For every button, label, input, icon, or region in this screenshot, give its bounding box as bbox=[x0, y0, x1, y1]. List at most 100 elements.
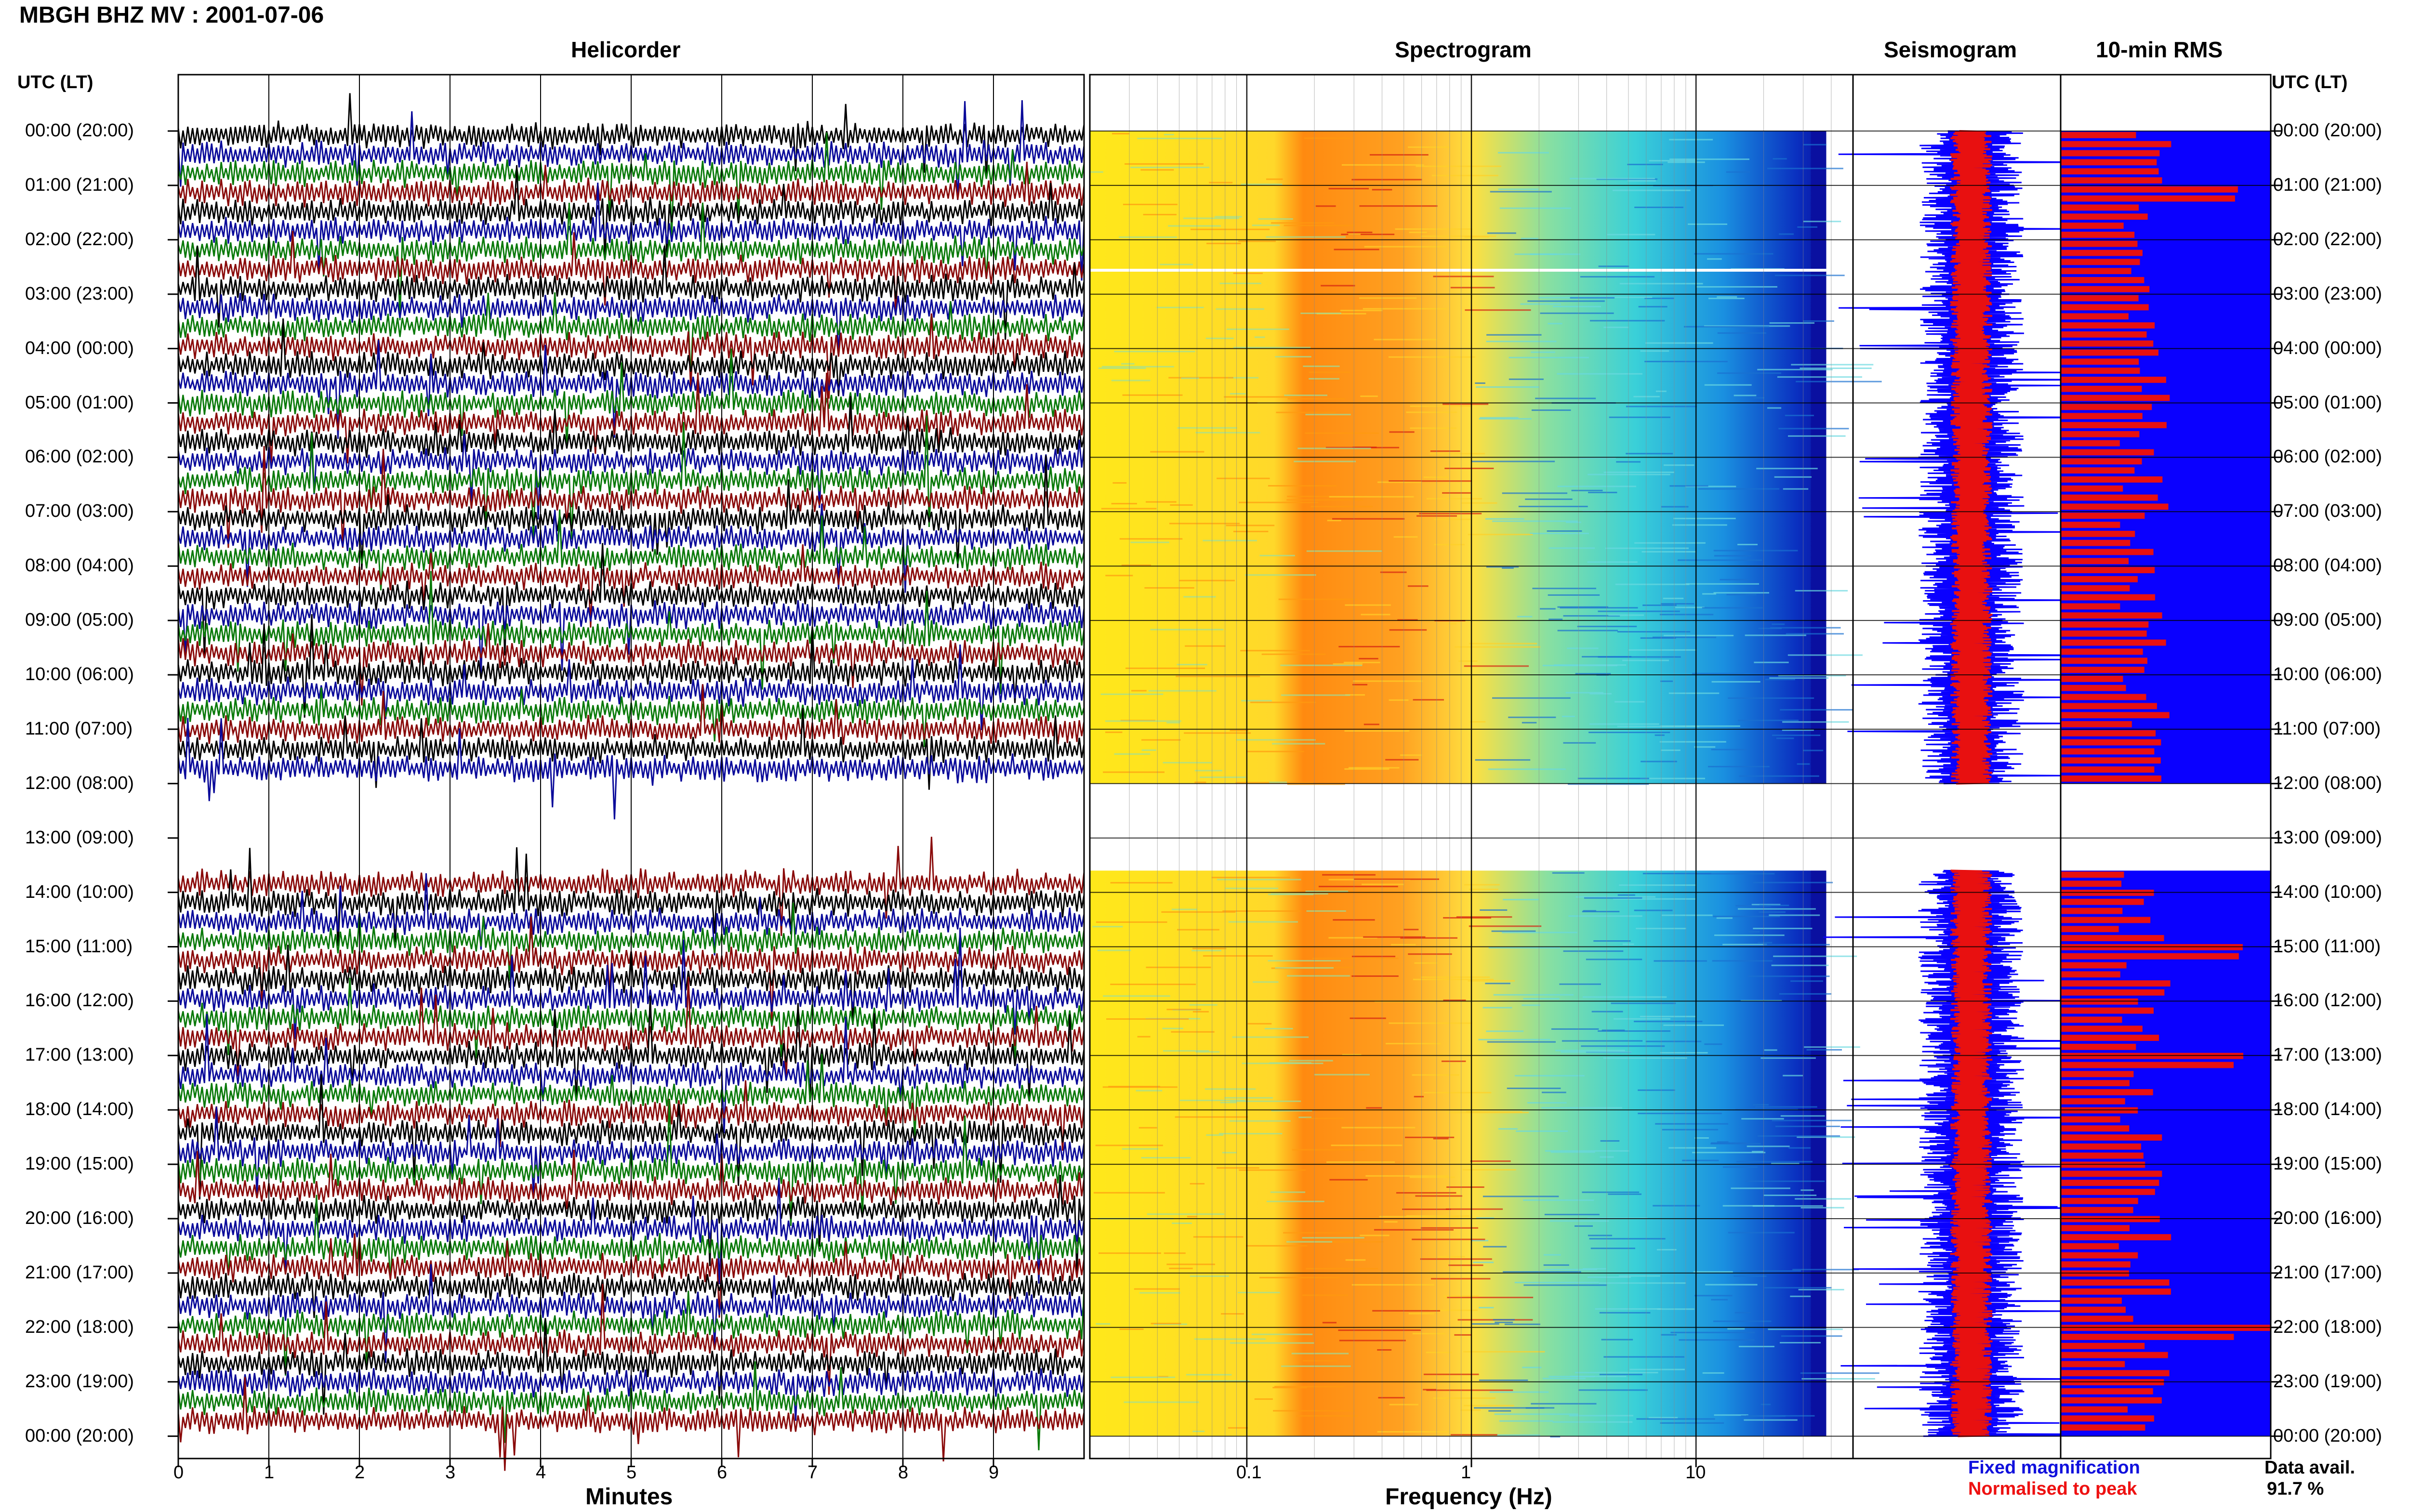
spectrogram-streak bbox=[1787, 654, 1863, 656]
rms-bar bbox=[2061, 1089, 2153, 1095]
spectrogram-streak bbox=[1774, 275, 1845, 276]
spectrogram-streak bbox=[1778, 675, 1846, 677]
rms-bar bbox=[2061, 358, 2139, 365]
hour-label-right: 00:00 (20:00) bbox=[2273, 120, 2383, 141]
spectrogram-streak bbox=[1575, 1372, 1658, 1374]
spectrogram-streak bbox=[1609, 416, 1670, 418]
spectrogram-streak bbox=[1410, 405, 1472, 407]
spectrogram-streak bbox=[1479, 418, 1532, 420]
spectrogram-streak bbox=[1638, 306, 1668, 308]
spectrogram-streak bbox=[1804, 1046, 1860, 1048]
spectrogram-streak bbox=[1599, 1374, 1643, 1376]
rms-bar bbox=[2061, 494, 2158, 501]
spectrogram-streak bbox=[1797, 226, 1818, 228]
spectrogram-streak bbox=[1281, 694, 1350, 696]
spectrogram-streak bbox=[1771, 1162, 1800, 1164]
rms-bar bbox=[2061, 485, 2123, 492]
seismogram-fixed-trace bbox=[1823, 869, 2125, 1437]
rms-bar bbox=[2061, 953, 2239, 960]
spectrogram-streak bbox=[1790, 1295, 1811, 1297]
spectrogram-streak bbox=[1773, 955, 1857, 957]
spectrogram-streak bbox=[1407, 585, 1429, 587]
rms-bar bbox=[2061, 467, 2135, 474]
spectrogram-streak bbox=[1727, 1328, 1745, 1330]
rms-bar bbox=[2061, 730, 2156, 736]
spectrogram-streak bbox=[1801, 1378, 1875, 1380]
spectrogram-streak bbox=[1530, 533, 1589, 535]
seismogram-title: Seismogram bbox=[1884, 37, 2017, 62]
spectrogram-streak bbox=[1258, 218, 1293, 220]
spectrogram-streak bbox=[1717, 1141, 1729, 1143]
rms-bar bbox=[2061, 1252, 2138, 1259]
rms-bar bbox=[2061, 881, 2122, 887]
rms-bar bbox=[2061, 322, 2155, 329]
spectrogram-streak bbox=[1408, 146, 1450, 148]
spectrogram-streak bbox=[1759, 905, 1789, 907]
spectrogram-streak bbox=[1466, 1111, 1522, 1113]
spectrogram-streak bbox=[1615, 583, 1690, 585]
spectrogram-streak bbox=[1187, 1216, 1198, 1218]
spectrogram-streak bbox=[1713, 916, 1780, 918]
spectrogram-streak bbox=[1547, 530, 1582, 532]
spectrogram-streak bbox=[1233, 346, 1311, 348]
spectrogram-streak bbox=[1548, 594, 1600, 596]
spectrogram-streak bbox=[1151, 1323, 1181, 1325]
spectrogram-streak bbox=[1629, 1368, 1685, 1370]
spectrogram-streak bbox=[1111, 503, 1137, 505]
spectrogram-streak bbox=[1238, 240, 1276, 242]
rms-bar bbox=[2061, 1397, 2162, 1404]
spectrogram-streak bbox=[1250, 701, 1316, 703]
spectrogram-streak bbox=[1603, 471, 1674, 473]
spectrogram-streak bbox=[1164, 1252, 1186, 1254]
rms-bar bbox=[2061, 621, 2149, 628]
spectrogram-streak bbox=[1661, 506, 1689, 508]
spectrogram-streak bbox=[1347, 231, 1373, 233]
spectrogram-streak bbox=[1429, 1309, 1478, 1311]
rms-bar bbox=[2061, 1225, 2130, 1232]
spectrogram-streak bbox=[1726, 171, 1750, 173]
spectrogram-streak bbox=[1508, 716, 1556, 718]
minute-tick-label: 0 bbox=[173, 1462, 184, 1483]
spectrogram-streak bbox=[1645, 1040, 1702, 1042]
spectrogram-streak bbox=[1413, 699, 1444, 701]
spectrogram-streak bbox=[1298, 1117, 1311, 1118]
spectrogram-streak bbox=[1736, 1161, 1813, 1163]
spectrogram-streak bbox=[1565, 692, 1603, 694]
spectrogram-streak bbox=[1211, 877, 1290, 879]
spectrogram-streak bbox=[1560, 607, 1638, 609]
spectrogram-streak bbox=[1758, 942, 1773, 944]
rms-bar bbox=[2061, 748, 2155, 755]
rms-bar bbox=[2061, 667, 2144, 673]
spectrogram-streak bbox=[1482, 1196, 1559, 1197]
spectrogram-streak bbox=[1226, 329, 1289, 330]
spectrogram-streak bbox=[1351, 179, 1422, 181]
rms-bar bbox=[2061, 159, 2157, 166]
spectrogram-streak bbox=[1228, 1427, 1248, 1429]
spectrogram-streak bbox=[1389, 629, 1427, 631]
spectrogram-streak bbox=[1205, 337, 1234, 339]
hour-label-left: 20:00 (16:00) bbox=[25, 1208, 134, 1228]
spectrogram-streak bbox=[1119, 1328, 1144, 1330]
spectrogram-streak bbox=[1246, 750, 1304, 752]
spectrogram-streak bbox=[1123, 203, 1178, 205]
rms-bar bbox=[2061, 539, 2131, 546]
spectrogram-streak bbox=[1303, 1360, 1338, 1362]
spectrogram-streak bbox=[1722, 1166, 1758, 1168]
spectrogram-streak bbox=[1445, 1208, 1503, 1210]
spectrogram-streak bbox=[1287, 783, 1345, 785]
spectrogram-streak bbox=[1434, 544, 1465, 546]
spectrogram-streak bbox=[1803, 749, 1824, 751]
spectrogram-streak bbox=[1130, 167, 1210, 169]
spectrogram-streak bbox=[1105, 575, 1133, 577]
hour-label-left: 07:00 (03:00) bbox=[25, 501, 134, 522]
spectrogram-streak bbox=[1502, 567, 1514, 569]
spectrogram-streak bbox=[1446, 1186, 1484, 1188]
spectrogram-streak bbox=[1669, 139, 1713, 141]
spectrogram-streak bbox=[1448, 1264, 1483, 1266]
spectrogram-streak bbox=[1695, 873, 1775, 875]
spectrogram-streak bbox=[1582, 1191, 1640, 1193]
spectrogram-streak bbox=[1271, 1110, 1312, 1112]
rms-bar bbox=[2061, 1134, 2162, 1141]
spectrogram-streak bbox=[1221, 1313, 1244, 1315]
spectrogram-streak bbox=[1514, 1075, 1585, 1077]
